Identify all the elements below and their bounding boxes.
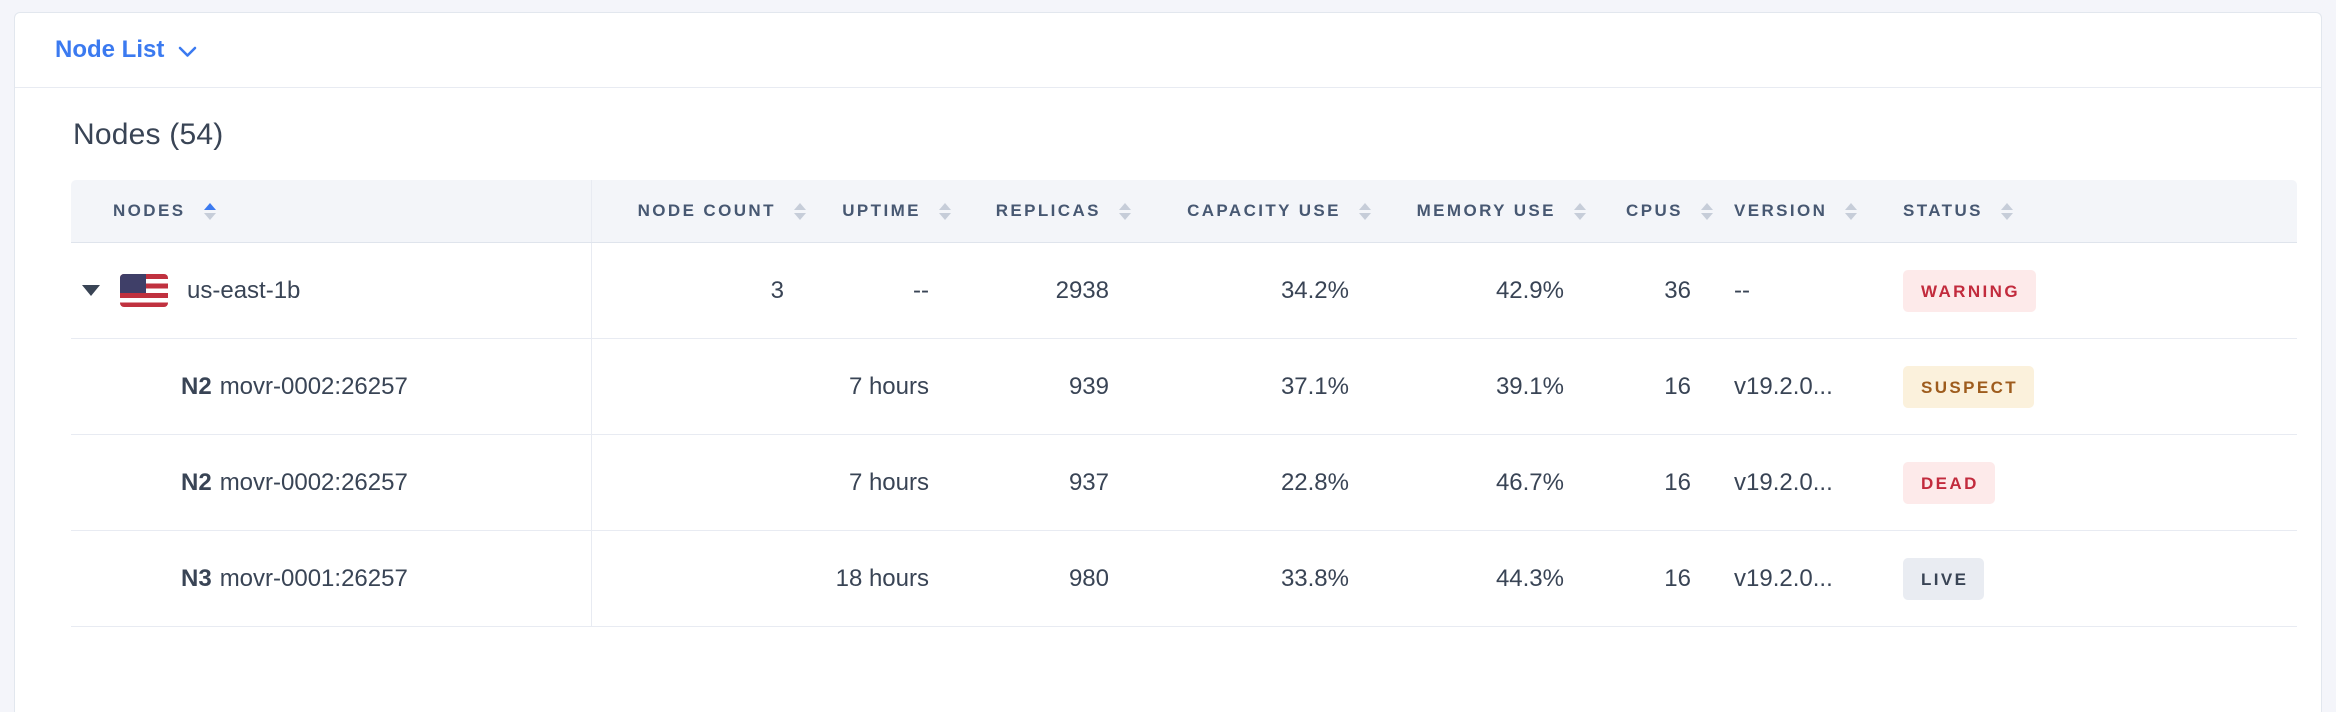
column-header-version[interactable]: VERSION [1713, 180, 1886, 243]
cell-nodes: N2 movr-0002:26257 [71, 434, 592, 531]
status-badge: LIVE [1903, 557, 1985, 600]
cell-cpus: 16 [1586, 434, 1713, 531]
cell-version: v19.2.0... [1713, 530, 1886, 627]
node-list-dropdown[interactable]: Node List [55, 36, 197, 64]
column-header-status[interactable]: STATUS [1886, 180, 2297, 243]
cell-nodes: N3 movr-0001:26257 [71, 530, 592, 627]
sort-icon [1845, 203, 1858, 221]
content-area: Nodes (54) NODES NODE COUNT [15, 118, 2321, 627]
chevron-down-icon [179, 46, 197, 57]
table-row-node[interactable]: N2 movr-0002:26257 7 hours 939 37.1% 39.1… [71, 338, 2297, 435]
cell-uptime: 18 hours [806, 530, 951, 627]
column-header-node-count[interactable]: NODE COUNT [591, 180, 806, 243]
table-row-node[interactable]: N3 movr-0001:26257 18 hours 980 33.8% 44.… [71, 530, 2297, 627]
status-badge: WARNING [1903, 269, 2036, 312]
status-badge: SUSPECT [1903, 365, 2035, 408]
cell-node-count [591, 434, 806, 531]
sort-icon [1574, 203, 1586, 221]
page-title: Nodes (54) [73, 118, 224, 151]
sort-icon [1701, 203, 1713, 221]
cell-uptime: 7 hours [806, 338, 951, 435]
column-header-uptime[interactable]: UPTIME [806, 180, 951, 243]
cell-memory-use: 46.7% [1371, 434, 1586, 531]
cell-uptime: 7 hours [806, 434, 951, 531]
top-navbar: Node List [15, 13, 2321, 88]
cell-replicas: 939 [951, 338, 1131, 435]
node-address[interactable]: movr-0002:26257 [219, 372, 408, 400]
cell-memory-use: 39.1% [1371, 338, 1586, 435]
column-header-cpus[interactable]: CPUS [1586, 180, 1713, 243]
node-id[interactable]: N2 [181, 468, 212, 496]
cell-version: -- [1713, 242, 1886, 339]
column-header-replicas[interactable]: REPLICAS [951, 180, 1131, 243]
cell-memory-use: 42.9% [1371, 242, 1586, 339]
cell-status: DEAD [1886, 434, 2297, 531]
sort-icon [2001, 203, 2014, 221]
region-name: us-east-1b [187, 276, 301, 304]
table-row-node[interactable]: N2 movr-0002:26257 7 hours 937 22.8% 46.7… [71, 434, 2297, 531]
sort-icon [939, 203, 951, 221]
column-header-memory-use[interactable]: MEMORY USE [1371, 180, 1586, 243]
node-id[interactable]: N3 [181, 564, 212, 592]
sort-icon [1119, 203, 1131, 221]
collapse-caret-icon[interactable] [82, 285, 100, 296]
cell-replicas: 2938 [951, 242, 1131, 339]
sort-icon [794, 203, 806, 221]
table-row-region: us-east-1b 3 -- 2938 34.2% 42.9% 36 -- W… [71, 242, 2297, 339]
cell-nodes: N2 movr-0002:26257 [71, 338, 592, 435]
cell-status: LIVE [1886, 530, 2297, 627]
status-badge: DEAD [1903, 461, 1995, 504]
sort-icon [1359, 203, 1371, 221]
sort-icon [203, 203, 216, 221]
cell-uptime: -- [806, 242, 951, 339]
cell-capacity-use: 34.2% [1131, 242, 1371, 339]
cell-node-count [591, 338, 806, 435]
cell-capacity-use: 37.1% [1131, 338, 1371, 435]
cell-cpus: 36 [1586, 242, 1713, 339]
cell-replicas: 937 [951, 434, 1131, 531]
node-id[interactable]: N2 [181, 372, 212, 400]
cell-status: SUSPECT [1886, 338, 2297, 435]
column-header-capacity-use[interactable]: CAPACITY USE [1131, 180, 1371, 243]
table-header-row: NODES NODE COUNT UPTIME REPLICAS [71, 180, 2297, 243]
node-address[interactable]: movr-0002:26257 [219, 468, 408, 496]
cell-capacity-use: 22.8% [1131, 434, 1371, 531]
column-header-nodes[interactable]: NODES [71, 180, 592, 243]
nodes-table: NODES NODE COUNT UPTIME REPLICAS [71, 180, 2297, 627]
cell-nodes: us-east-1b [71, 242, 592, 339]
us-flag-icon [120, 274, 168, 307]
cell-cpus: 16 [1586, 338, 1713, 435]
cell-cpus: 16 [1586, 530, 1713, 627]
node-address[interactable]: movr-0001:26257 [219, 564, 408, 592]
cell-capacity-use: 33.8% [1131, 530, 1371, 627]
cell-replicas: 980 [951, 530, 1131, 627]
node-list-card: Node List Nodes (54) NODES N [14, 12, 2322, 712]
cell-version: v19.2.0... [1713, 338, 1886, 435]
cell-node-count: 3 [591, 242, 806, 339]
cell-version: v19.2.0... [1713, 434, 1886, 531]
cell-status: WARNING [1886, 242, 2297, 339]
node-list-dropdown-label: Node List [55, 36, 165, 63]
cell-memory-use: 44.3% [1371, 530, 1586, 627]
cell-node-count [591, 530, 806, 627]
